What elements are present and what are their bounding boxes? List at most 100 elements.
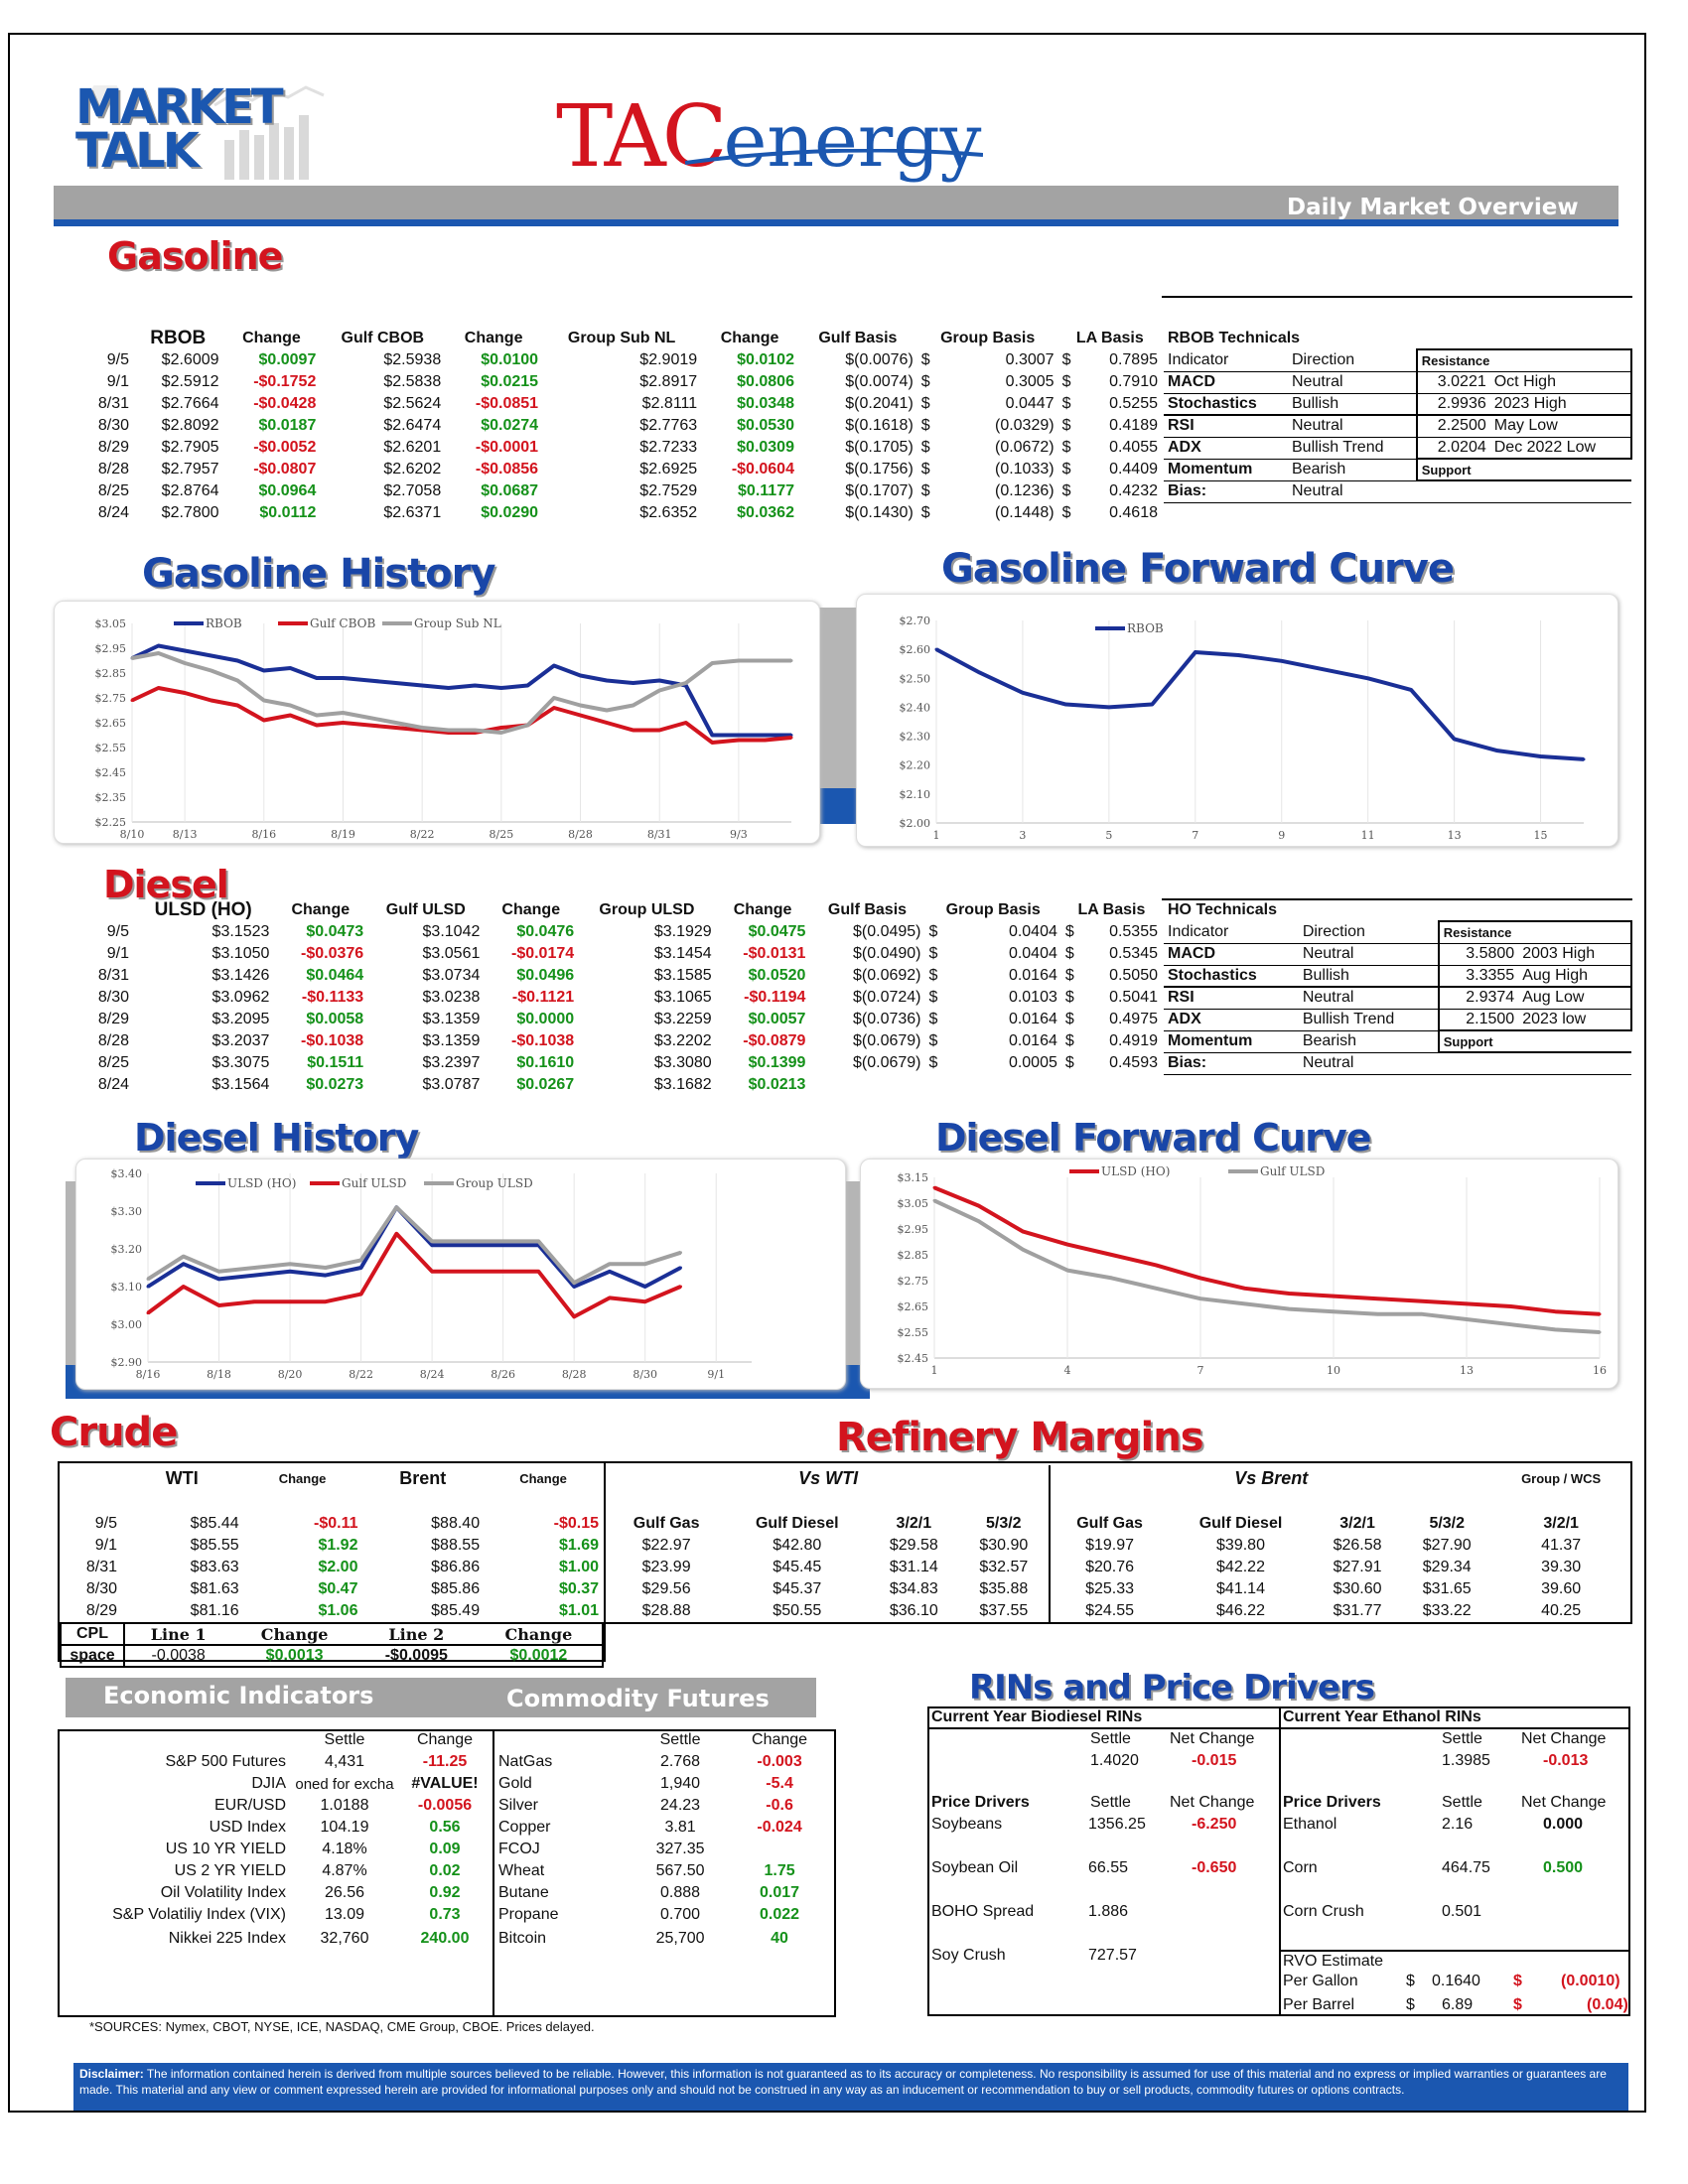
brand-energy: energy [723,98,982,184]
refinery-cell: $31.65 [1422,1580,1472,1597]
level-note: Dec 2022 Low [1489,437,1633,459]
date: 8/29 [97,1011,129,1027]
header-subtitle: Daily Market Overview [1287,195,1579,220]
change-1: -$0.0428 [253,395,317,412]
data-point [217,1303,221,1307]
data-point [1198,1276,1202,1280]
tech-row: Stochastics Bullish 2.9936 2023 High [1164,393,1633,415]
y-tick-label: $2.95 [95,642,127,655]
x-tick-label: 13 [1448,829,1462,842]
change-2: $0.0476 [516,923,575,940]
table-row: 8/30 $81.63 $0.47 $85.86 $0.37 [62,1578,603,1600]
change-value: 0.022 [760,1906,800,1923]
tech-row: Momentum Bearish Support [1164,1029,1631,1052]
settle-header: Settle [659,1731,701,1748]
la-basis-value: 0.5050 [1109,967,1158,984]
table-row: Butane 0.888 0.017 [494,1882,832,1904]
legend-label: Group ULSD [456,1176,533,1190]
table-row: Propane 0.700 0.022 [494,1904,832,1926]
table-row: 9/5 $2.6009 $0.0097 $2.5938 $0.0100 $2.9019 $0… [70,349,1162,371]
date: 8/30 [97,417,129,434]
wti-change: -$0.11 [314,1515,358,1532]
line1-value: -0.0038 [151,1647,206,1664]
vs-wti-header: Vs WTI [608,1465,1052,1491]
tech-row: Momentum Bearish Support [1164,458,1631,480]
indicator-direction: Neutral [1292,482,1343,499]
y-tick-label: $2.90 [111,1356,143,1369]
page-frame [8,33,1646,2113]
group-basis-value: 0.0404 [1008,923,1057,940]
data-point [1154,1287,1158,1291]
series-line-gulf-cbob [131,686,792,745]
ho-tech-topline [1162,898,1632,900]
indicator-name: ADX [1168,439,1201,456]
change-value: 0.73 [429,1906,461,1923]
series-line-rbob [131,643,791,738]
table-row: 8/31 $83.63 $2.00 $86.86 $1.00 [62,1557,603,1578]
gulf-price: $2.5624 [383,395,442,412]
data-point [710,661,714,665]
vs-brent-header: Vs Brent [1234,1467,1309,1488]
driver-change: 0.500 [1543,1859,1584,1876]
eth-change: -0.013 [1543,1752,1589,1769]
change-2: $0.0496 [516,967,575,984]
settle-header: Settle [1442,1794,1482,1811]
la-basis: $0.4618 [1061,504,1158,521]
settle-value: 24.23 [660,1797,701,1814]
data-point [552,706,556,710]
la-basis [1061,1074,1162,1096]
table-row: 8/24 $2.7800 $0.0112 $2.6371 $0.0290 $2.6352 $… [70,502,1162,524]
data-point [605,679,609,682]
y-tick-label: $2.45 [898,1352,929,1365]
x-tick-label: 8/30 [633,1368,657,1381]
change-value: 1.75 [764,1862,795,1879]
driver-name: BOHO Spread [931,1903,1035,1920]
refinery-cell: $50.55 [773,1602,822,1619]
refinery-cell: $30.90 [958,1535,1052,1557]
data-point [763,659,767,662]
refinery-cell: $42.22 [1216,1559,1265,1575]
series-line-group-ulsd [146,1205,682,1286]
data-point [643,1285,647,1289]
instrument-name: S&P 500 Futures [165,1753,286,1770]
disclaimer-label: Disclaimer: [79,2067,144,2081]
la-basis: $0.5050 [1064,967,1158,984]
col-header: Change [291,901,351,918]
data-point [394,681,398,685]
change-1: $0.0273 [306,1076,364,1093]
table-row: USD Index 104.19 0.56 [62,1817,491,1839]
data-point [146,1277,150,1281]
net-change-header: Net Change [1521,1794,1607,1811]
gulf-basis: $(0.0679) [853,1054,921,1071]
brent-change: $0.37 [558,1580,599,1597]
indicator-direction: Neutral [1292,417,1343,435]
change-1: $0.1511 [307,1054,364,1071]
group-basis: $0.0404 [928,923,1057,940]
group-basis-value: 0.0005 [1008,1054,1057,1071]
x-tick-label: 16 [1593,1364,1607,1377]
data-point [552,696,556,700]
data-point [1063,703,1067,707]
x-tick-label: 9/1 [707,1368,725,1381]
data-point [501,1243,505,1247]
refinery-cell: $32.57 [958,1557,1052,1578]
group-basis: $0.0164 [928,967,1057,984]
indicator-name: MACD [1168,373,1215,390]
refinery-cell: $34.83 [889,1580,938,1597]
gulf-basis: $(0.0074) [845,373,914,390]
group-basis: $0.0164 [928,1011,1057,1027]
data-point [499,731,503,735]
table-row: 8/25 $2.8764 $0.0964 $2.7058 $0.0687 $2.7529 $… [70,480,1162,502]
diesel-forward-title: Diesel Forward Curve [935,1116,1371,1160]
indicator-direction: Bullish [1302,966,1349,984]
x-tick-label: 9 [1278,829,1285,842]
data-point [157,651,161,655]
space-label: space [61,1645,125,1667]
refinery-cell: $41.14 [1216,1580,1265,1597]
indicator-direction: Bearish [1292,461,1346,478]
data-point [632,704,635,707]
net-change-header: Net Change [1170,1794,1255,1811]
la-basis: $0.4593 [1064,1054,1158,1071]
data-point [157,686,161,690]
instrument-name: EUR/USD [213,1797,286,1814]
